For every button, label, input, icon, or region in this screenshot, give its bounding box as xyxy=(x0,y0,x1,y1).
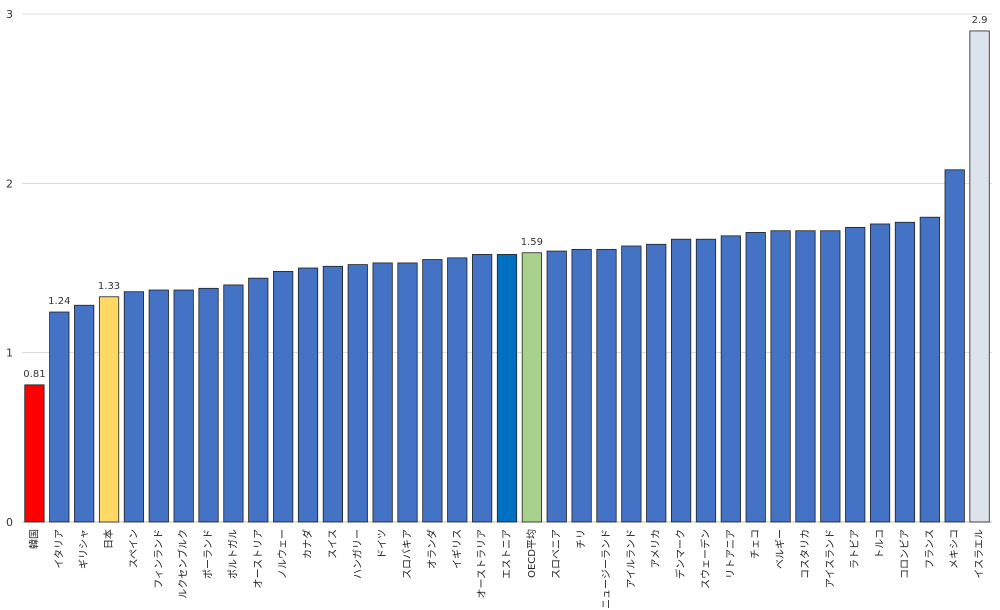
category-label: ギリシャ xyxy=(78,529,90,569)
category-label: 日本 xyxy=(102,529,115,549)
bar xyxy=(24,384,45,523)
bar xyxy=(123,291,145,523)
bar xyxy=(795,230,816,523)
x-axis-category-labels: 韓国 イタリア ギリシャ 日本 スペイン フィンランド ルクセンブルク ポーランド ポルトガル オ… xyxy=(28,529,985,609)
bar xyxy=(397,262,418,523)
y-tick-label: 3 xyxy=(6,8,13,21)
bar xyxy=(546,250,567,523)
category-label: 韓国 xyxy=(28,529,40,549)
category-label: チェコ xyxy=(750,529,762,559)
bar xyxy=(869,223,891,523)
category-label: オーストリア xyxy=(252,529,264,589)
category-label: アイスランド xyxy=(824,529,836,588)
bar xyxy=(571,248,592,523)
bar xyxy=(646,243,667,523)
bar xyxy=(248,277,269,523)
category-label: コスタリカ xyxy=(799,529,811,579)
bar xyxy=(173,289,194,523)
bar xyxy=(745,232,766,523)
bar xyxy=(472,254,493,523)
y-tick-label: 2 xyxy=(6,177,13,190)
bar xyxy=(596,248,617,523)
category-label: オランダ xyxy=(425,529,438,569)
bar xyxy=(322,265,343,523)
bar xyxy=(347,264,368,523)
category-label: チリ xyxy=(576,529,588,549)
category-label: ニュージーランド xyxy=(600,529,612,609)
data-label: 0.81 xyxy=(23,369,45,380)
category-label: イスラエル xyxy=(974,529,986,579)
category-label: スペイン xyxy=(129,529,140,568)
category-label: デンマーク xyxy=(674,529,687,579)
category-label: OECD平均 xyxy=(526,529,538,578)
bar xyxy=(969,30,990,523)
bar xyxy=(223,284,244,523)
category-label: スイス xyxy=(328,529,339,559)
y-axis-tick-labels: 0 1 2 3 xyxy=(6,8,13,529)
category-label: ベルギー xyxy=(775,529,787,569)
category-label: リトアニア xyxy=(726,529,737,579)
bar xyxy=(944,169,965,523)
bar xyxy=(422,259,443,523)
y-tick-label: 0 xyxy=(6,516,13,529)
category-label: フィンランド xyxy=(153,529,165,589)
bar xyxy=(372,262,393,523)
category-label: ハンガリー xyxy=(352,529,364,579)
data-label: 2.9 xyxy=(972,15,988,26)
bar xyxy=(297,267,319,523)
category-label: スロバキア xyxy=(402,529,414,579)
category-label: コロンビア xyxy=(899,529,911,579)
bar xyxy=(521,252,542,523)
bar xyxy=(447,257,468,523)
bar xyxy=(198,287,219,523)
y-tick-label: 1 xyxy=(6,347,13,360)
category-label: トルコ xyxy=(875,529,886,559)
bar xyxy=(894,221,916,523)
data-label: 1.59 xyxy=(521,237,543,248)
category-label: ラトビア xyxy=(849,529,861,569)
category-label: ドイツ xyxy=(378,529,389,559)
bar xyxy=(273,270,294,523)
bar xyxy=(49,311,70,523)
category-label: エストニア xyxy=(502,529,513,579)
bar xyxy=(621,245,642,523)
data-labels: 0.81 1.24 1.33 1.59 2.9 xyxy=(23,15,987,380)
category-label: スウェーデン xyxy=(699,529,712,589)
category-label: カナダ xyxy=(301,529,314,559)
category-label: ノルウェー xyxy=(277,529,289,579)
bar xyxy=(148,289,169,523)
bar xyxy=(695,238,717,523)
bar xyxy=(820,230,841,523)
category-label: オーストラリア xyxy=(476,529,488,599)
bar xyxy=(720,235,741,523)
category-label: イタリア xyxy=(53,529,65,569)
bar xyxy=(845,226,866,523)
bar xyxy=(98,296,120,523)
category-label: フランス xyxy=(924,529,936,569)
category-label: メキシコ xyxy=(950,529,961,569)
category-label: ポルトガル xyxy=(227,529,239,579)
category-label: ルクセンブルク xyxy=(177,529,190,599)
bar xyxy=(496,254,518,523)
bars xyxy=(24,30,990,523)
bar xyxy=(671,238,692,523)
bar xyxy=(74,304,95,523)
bar xyxy=(919,216,940,523)
category-label: ポーランド xyxy=(203,529,215,579)
bar xyxy=(770,230,791,523)
data-label: 1.33 xyxy=(98,281,120,292)
data-label: 1.24 xyxy=(48,296,70,307)
category-label: アイルランド xyxy=(625,529,637,589)
category-label: スロベニア xyxy=(551,529,563,579)
category-label: イギリス xyxy=(451,529,463,569)
category-label: アメリカ xyxy=(650,529,662,569)
